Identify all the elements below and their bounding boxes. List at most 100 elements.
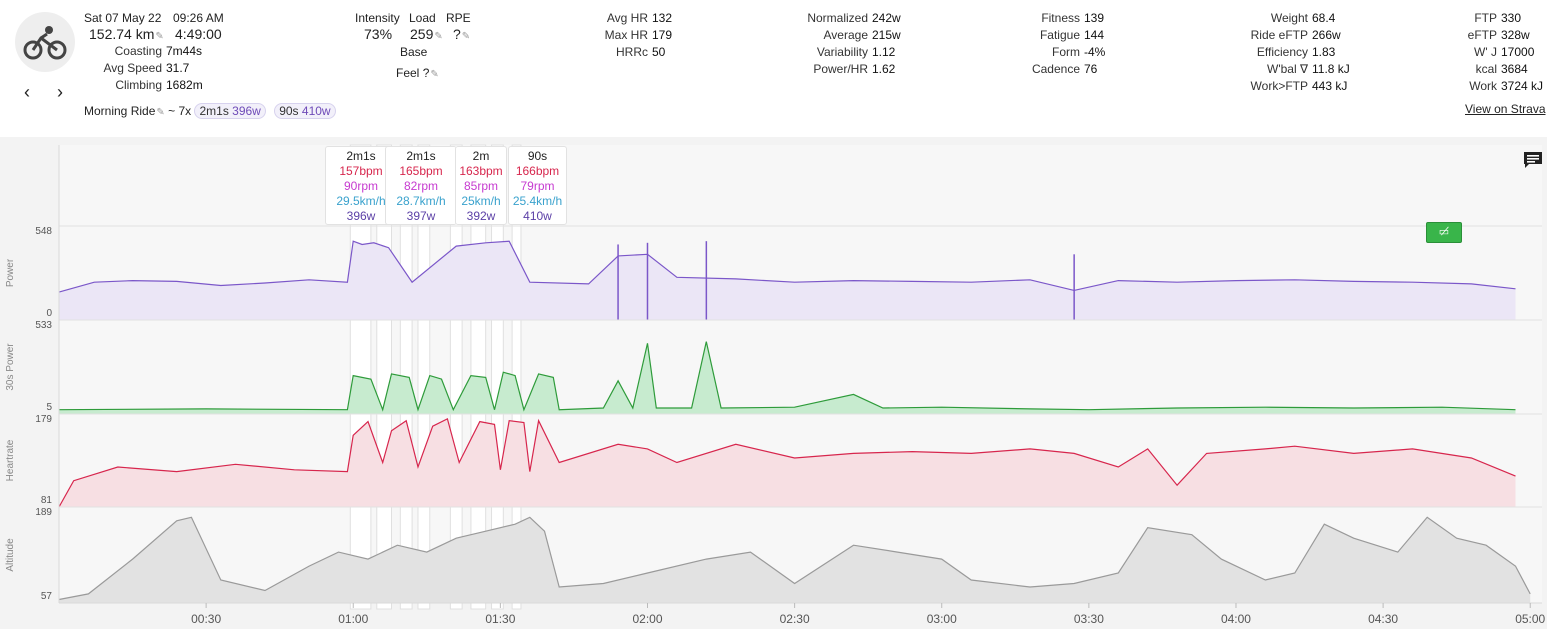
col_fitness-label: Fitness	[1041, 11, 1080, 25]
col_fitness-label: Fatigue	[1039, 28, 1080, 42]
col_hr-value: 179	[652, 28, 673, 42]
tooltip-power: 397w	[406, 209, 436, 223]
col_ftp-value: 330	[1501, 11, 1522, 25]
col_weight-label: Weight	[1270, 11, 1308, 25]
power-stats: Normalized 242w Average 215w Variability 1.12…	[795, 11, 901, 76]
series-area	[59, 241, 1516, 320]
base-label: Base	[400, 45, 428, 59]
activity-time: 09:26 AM	[173, 11, 224, 25]
col_ftp-value: 328w	[1501, 28, 1530, 42]
tooltip-duration: 2m	[472, 149, 490, 163]
panel-axis-label: Power	[5, 258, 16, 287]
tooltip-speed: 25km/h	[461, 194, 501, 208]
interval-chip[interactable]: 90s 410w	[274, 103, 336, 119]
col_fitness-value: 139	[1084, 11, 1105, 25]
activity-duration: 4:49:00	[175, 26, 222, 42]
x-tick-label: 03:30	[1074, 612, 1104, 626]
col_power-value: 215w	[872, 28, 901, 42]
left_stats-label: Avg Speed	[103, 61, 163, 75]
rpe-value[interactable]: ?✎	[453, 26, 470, 42]
chip-watts: 410w	[301, 104, 331, 118]
eraser-icon[interactable]: ▭̸	[1426, 222, 1462, 243]
x-tick-label: 02:00	[632, 612, 662, 626]
x-tick-label: 00:30	[191, 612, 221, 626]
fitness-stats: Fitness 139 Fatigue 144 Form -4% Cadence 76	[1020, 11, 1105, 76]
col_fitness-value: 76	[1084, 62, 1098, 76]
col_hr-label: Max HR	[604, 28, 648, 42]
col_weight-label: Efficiency	[1256, 45, 1308, 59]
panel-ymin-label: 5	[46, 402, 52, 413]
tooltip-power: 392w	[466, 209, 496, 223]
col_ftp-label: FTP	[1474, 11, 1497, 25]
x-tick-label: 02:30	[780, 612, 810, 626]
prev-activity-button[interactable]: ‹	[24, 82, 30, 102]
col_ftp-label: eFTP	[1467, 28, 1497, 42]
col_weight-label: Ride eFTP	[1250, 28, 1308, 42]
tooltip-hr: 165bpm	[399, 164, 443, 178]
tooltip-speed: 29.5km/h	[336, 194, 386, 208]
col_fitness-label: Form	[1052, 45, 1080, 59]
bike-icon	[15, 12, 75, 72]
panel-ymin-label: 57	[41, 591, 53, 602]
col_ftp-label: W' J	[1474, 45, 1497, 59]
col_power-label: Average	[823, 28, 868, 42]
x-tick-label: 03:00	[927, 612, 957, 626]
interval-highlight	[449, 144, 463, 610]
tooltip-cadence: 79rpm	[520, 179, 555, 193]
chip-watts: 396w	[232, 104, 261, 118]
panel-axis-label: Heartrate	[5, 439, 16, 481]
panel-ymax-label: 189	[35, 507, 52, 518]
tooltip-power: 410w	[523, 209, 552, 223]
col_power-label: Power/HR	[813, 62, 868, 76]
view-on-strava-link[interactable]: View on Strava	[1465, 102, 1546, 116]
interval-tooltip: 90s 166bpm 79rpm 25.4km/h 410w	[508, 146, 567, 225]
left-stats: Coasting 7m44s Avg Speed 31.7 Climbing 1682m	[80, 44, 203, 92]
interval-tooltip: 2m 163bpm 85rpm 25km/h 392w	[455, 146, 507, 225]
hr-stats: Avg HR 132 Max HR 179 HRRc 50	[585, 11, 672, 59]
col_power-value: 1.12	[872, 45, 896, 59]
plot-area	[59, 145, 1542, 603]
activity-distance[interactable]: 152.74 km✎	[89, 26, 164, 42]
interval-chip[interactable]: 2m1s 396w	[194, 103, 266, 119]
col_hr-label: HRRc	[616, 45, 648, 59]
col_power-label: Variability	[816, 45, 868, 59]
intensity-value: 73%	[364, 26, 393, 42]
activity-header: ‹ › Sat 07 May 22 09:26 AM 152.74 km✎ 4:…	[0, 0, 1547, 137]
edit-pencil-icon[interactable]: ✎	[155, 31, 164, 42]
panel-axis-label: 30s Power	[5, 343, 16, 391]
col_ftp-value: 3684	[1501, 62, 1528, 76]
x-tick-label: 05:00	[1515, 612, 1545, 626]
col_hr-value: 132	[652, 11, 673, 25]
x-tick-label: 04:00	[1221, 612, 1251, 626]
panel-ymax-label: 179	[35, 414, 52, 425]
col_fitness-value: -4%	[1084, 45, 1106, 59]
col_hr-label: Avg HR	[606, 11, 648, 25]
panel-ymin-label: 0	[46, 308, 52, 319]
edit-pencil-icon[interactable]: ✎	[156, 107, 165, 118]
edit-pencil-icon[interactable]: ✎	[461, 31, 471, 42]
series-area	[59, 418, 1516, 507]
series-line	[58, 240, 1516, 293]
activity-charts[interactable]: Power 548 0 30s Power 533 5 Heartrate 179 81 Alti…	[0, 137, 1547, 629]
intensity-label: Intensity	[355, 11, 400, 25]
activity-name[interactable]: Morning Ride	[84, 104, 156, 118]
series-line	[58, 516, 1531, 601]
col_weight-value: 443 kJ	[1312, 79, 1348, 93]
col_weight-value: 266w	[1312, 28, 1341, 42]
distance-value: 152.74 km	[89, 26, 155, 42]
feel-field[interactable]: Feel ?✎	[396, 66, 439, 80]
edit-pencil-icon[interactable]: ✎	[434, 31, 443, 42]
tooltip-duration: 2m1s	[346, 149, 376, 163]
left_stats-value: 7m44s	[166, 44, 203, 58]
col_power-value: 242w	[872, 11, 901, 25]
edit-pencil-icon[interactable]: ✎	[430, 69, 439, 80]
load-label: Load	[409, 11, 436, 25]
comment-icon[interactable]	[1523, 151, 1543, 169]
col_ftp-value: 3724 kJ	[1501, 79, 1544, 93]
x-tick-label: 04:30	[1368, 612, 1398, 626]
next-activity-button[interactable]: ›	[57, 82, 63, 102]
tooltip-cadence: 82rpm	[403, 179, 438, 193]
load-value[interactable]: 259✎	[410, 26, 443, 42]
intervals-count: ~ 7x	[168, 104, 192, 118]
tooltip-speed: 28.7km/h	[396, 194, 446, 208]
